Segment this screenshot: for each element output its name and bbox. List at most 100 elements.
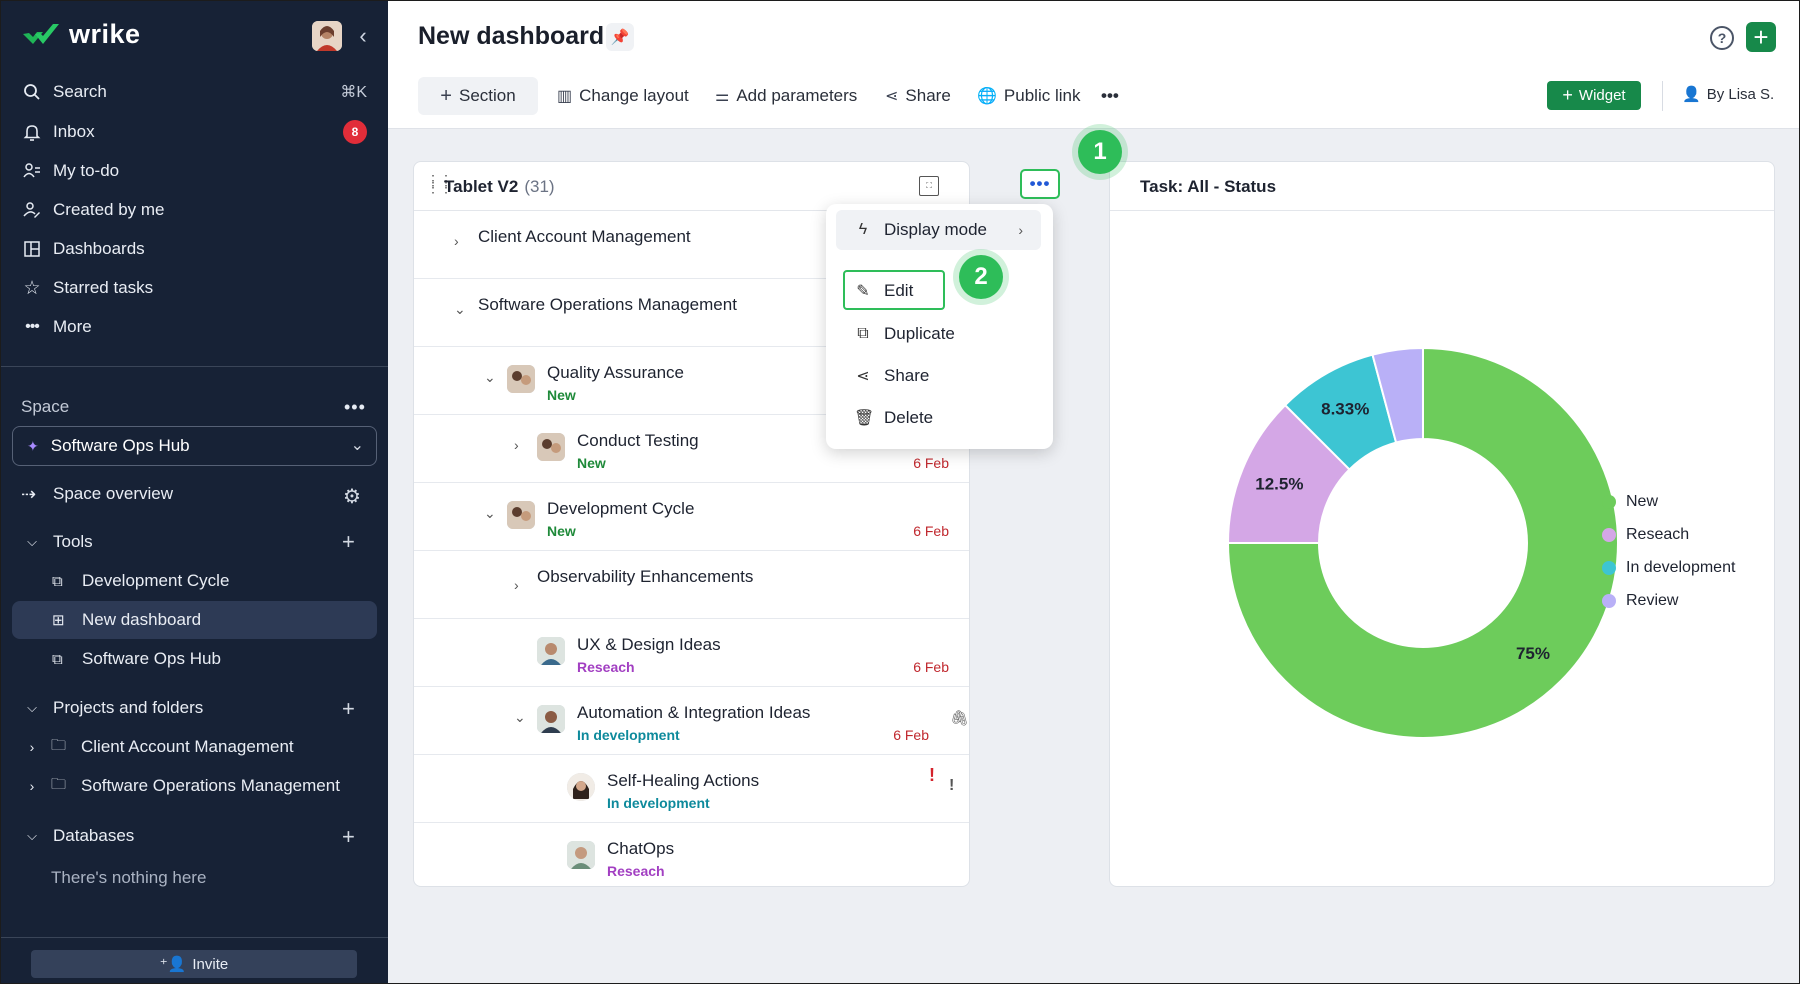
chevron-down-icon[interactable]: ⌄ [484,505,496,521]
databases-group[interactable]: ⌵ Databases [21,817,361,855]
avatar [537,705,565,733]
nav-starred[interactable]: ☆ Starred tasks [21,270,371,306]
owner-button[interactable]: 👤 By Lisa S. [1682,85,1775,104]
tool-software-ops-hub[interactable]: ⧉ Software Ops Hub [12,640,377,678]
plus-icon: + [440,84,452,107]
chevron-down-icon[interactable]: ⌄ [514,709,526,725]
table-row[interactable]: ⌄ Development Cycle New 6 Feb [414,483,969,551]
status-badge: New [547,387,576,403]
share-button[interactable]: ⋖ Share [885,77,951,115]
wrike-logo[interactable]: wrike [21,19,141,50]
space-selector[interactable]: ✦ Software Ops Hub ⌄ [12,426,377,466]
gear-icon[interactable]: ⚙ [343,486,361,508]
add-widget-button[interactable]: + Widget [1547,81,1641,110]
help-icon[interactable]: ? [1710,26,1734,50]
space-section-label: Space [21,397,70,416]
duplicate-icon: ⧉ [857,325,869,342]
chevron-down-icon[interactable]: ⌄ [454,301,466,317]
table-row[interactable]: ⌄ Automation & Integration Ideas In deve… [414,687,969,755]
plus-icon: + [1562,85,1573,105]
drag-handle-icon[interactable]: ⋮⋮ ⋮⋮ [426,172,453,195]
tool-label: Software Ops Hub [82,649,221,668]
sidebar: wrike ‹ Search ⌘K Inbox 8 My to-do Creat… [1,1,388,983]
add-icon[interactable]: + [1746,22,1776,52]
row-name: Quality Assurance [547,363,685,382]
chevron-down-icon: ⌵ [27,828,37,843]
table-row[interactable]: UX & Design Ideas Reseach 6 Feb [414,619,969,687]
tool-label: Development Cycle [82,571,230,590]
nav-more[interactable]: ••• More [21,309,371,345]
add-parameters-button[interactable]: ⚌ Add parameters [715,77,857,115]
overview-icon: ⇢ [21,483,37,504]
table-row[interactable]: ⌄ Quality Assurance New b [414,347,969,415]
table-row[interactable]: › Conduct Testing New 6 Feb [414,415,969,483]
widget-count: (31) [524,177,555,196]
row-name: Observability Enhancements [537,567,754,586]
user-avatar[interactable] [312,21,342,51]
public-link-button[interactable]: 🌐 Public link [977,77,1080,115]
step-2-marker: 2 [953,249,1009,305]
table-row[interactable]: ⌄ Software Operations Management [414,279,969,347]
importance-icon[interactable]: ! [949,777,955,794]
fullscreen-icon[interactable]: ⛶ [919,176,939,196]
menu-delete[interactable]: 🗑 Delete [836,398,1041,438]
change-layout-button[interactable]: ▥ Change layout [557,77,689,115]
nav-dashboards[interactable]: Dashboards [21,231,371,267]
avatar [537,433,565,461]
add-tool-icon[interactable]: + [342,529,355,554]
toolbar-more-icon[interactable]: ••• [1101,86,1119,105]
chevron-right-icon[interactable]: › [514,577,519,593]
space-more-icon[interactable]: ••• [344,397,366,417]
donut-slice-review[interactable] [1371,346,1424,444]
project-software-ops[interactable]: › 🗀 Software Operations Management [21,767,371,805]
tools-group[interactable]: ⌵ Tools [21,523,361,561]
share-icon: ⋖ [856,368,870,385]
menu-share[interactable]: ⋖ Share [836,356,1041,396]
widget-title: Tablet V2 (31) [444,177,555,197]
table-row[interactable]: › Client Account Management [414,211,969,279]
due-date: 6 Feb [913,659,949,675]
widget-context-menu: ϟ Display mode › ✎ Edit ⧉ Duplicate ⋖ Sh… [826,204,1053,449]
widget-header: Task: All - Status [1110,162,1774,211]
legend-item: Review [1602,590,1678,612]
space-overview[interactable]: ⇢ Space overview [21,475,371,513]
invite-button[interactable]: ⁺👤 Invite [31,950,357,978]
owner-label: By Lisa S. [1706,85,1775,103]
table-row[interactable]: Self-Healing Actions In development ! ! [414,755,969,823]
search-shortcut: ⌘K [340,84,367,101]
nav-inbox[interactable]: Inbox 8 [21,114,371,150]
chevron-right-icon: › [1018,222,1023,238]
chevron-right-icon[interactable]: › [454,233,459,249]
databases-empty-text: There's nothing here [51,868,207,887]
widget-more-button[interactable]: ••• [1020,169,1060,199]
widget-title-text: Tablet V2 [444,177,519,196]
table-row[interactable]: ChatOps Reseach [414,823,969,886]
projects-group[interactable]: ⌵ Projects and folders [21,689,361,727]
chevron-down-icon: ⌄ [350,437,364,454]
pin-icon[interactable]: 📌 [606,23,634,51]
nav-created-by-me[interactable]: Created by me [21,192,371,228]
project-client-account[interactable]: › 🗀 Client Account Management [21,728,371,766]
globe-icon: 🌐 [977,88,997,105]
chevron-right-icon[interactable]: › [514,437,519,453]
nav-my-todo[interactable]: My to-do [21,153,371,189]
legend-item: New [1602,491,1658,513]
add-database-icon[interactable]: + [342,824,355,849]
tool-new-dashboard[interactable]: ⊞ New dashboard [12,601,377,639]
legend-dot [1602,561,1616,575]
menu-display-mode[interactable]: ϟ Display mode › [836,210,1041,250]
add-section-button[interactable]: + Section [418,77,538,115]
chevron-down-icon: ⌵ [27,700,37,715]
chevron-down-icon[interactable]: ⌄ [484,369,496,385]
menu-edit[interactable]: ✎ Edit [836,271,1041,311]
star-icon: ☆ [23,277,41,299]
nav-search[interactable]: Search ⌘K [21,74,371,110]
tool-development-cycle[interactable]: ⧉ Development Cycle [12,562,377,600]
space-selector-label: Software Ops Hub [50,436,190,455]
edit-label: Edit [884,281,914,300]
attachment-icon[interactable]: 🖇 [950,710,970,727]
table-row[interactable]: › Observability Enhancements [414,551,969,619]
menu-duplicate[interactable]: ⧉ Duplicate [836,314,1041,354]
add-project-icon[interactable]: + [342,696,355,721]
collapse-sidebar-icon[interactable]: ‹ [359,23,367,48]
